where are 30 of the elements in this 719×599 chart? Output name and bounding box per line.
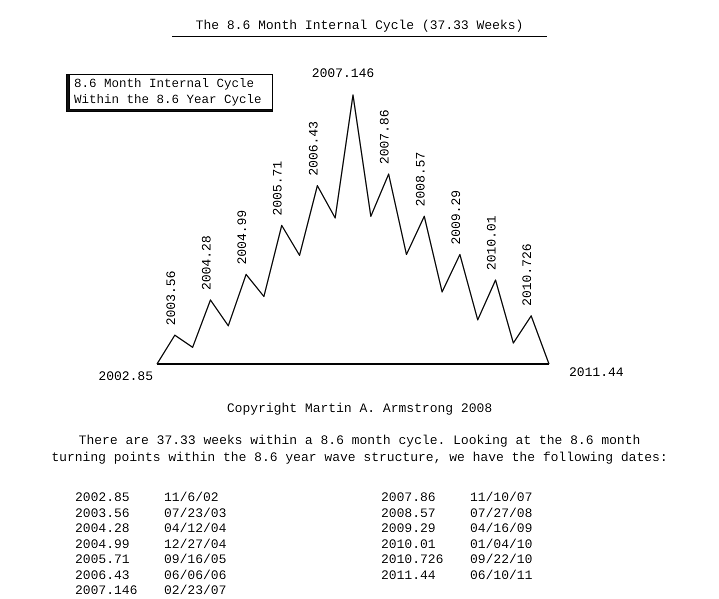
text: 2004.99 12/27/04 (75, 536, 226, 552)
annotation: 2010.01 (484, 215, 500, 270)
annotation: 2008.57 (413, 152, 428, 206)
text: 2005.71 09/16/05 (75, 552, 226, 567)
text: 2007.146 02/23/07 (75, 583, 226, 598)
text: 2011.44 (569, 365, 624, 380)
text: 2002.85 11/6/02 (75, 490, 219, 505)
text: 2008.57 07/27/08 (381, 506, 532, 520)
annotation: 2005.71 (270, 160, 286, 216)
text: 2003.56 07/23/03 (75, 506, 226, 520)
annotation: 2004.99 (235, 210, 250, 264)
text: There are 37.33 weeks within a 8.6 month cycle. Looking at the 8.6 month turning points within the 8.6 year wave structure, we have the following dates: (50, 432, 669, 466)
annotation: 2004.28 (199, 235, 214, 290)
text: 2002.85 (98, 369, 153, 384)
text: 2004.28 04/12/04 (75, 521, 226, 536)
text: 2007.86 11/10/07 (381, 490, 532, 505)
annotation: 2007.86 (378, 109, 393, 164)
text: 2006.43 06/06/06 (75, 568, 226, 582)
text: 2011.44 06/10/11 (381, 568, 532, 582)
text: 2010.726 09/22/10 (381, 552, 532, 567)
text: 2009.29 04/16/09 (381, 521, 532, 536)
annotation: 2003.56 (164, 270, 179, 326)
chart-title: The 8.6 Month Internal Cycle (37.33 Weeks) (172, 18, 548, 37)
text: Copyright Martin A. Armstrong 2008 (226, 401, 494, 416)
text: 2010.01 01/04/10 (381, 536, 532, 552)
annotation: 2009.29 (448, 190, 464, 245)
annotation: 2010.726 (520, 243, 536, 306)
annotation: 8.6 Month Internal Cycle Within the 8.6 Year Cycle (66, 74, 273, 112)
text: 2007.146 (312, 66, 374, 81)
annotation: 2006.43 (306, 121, 322, 176)
